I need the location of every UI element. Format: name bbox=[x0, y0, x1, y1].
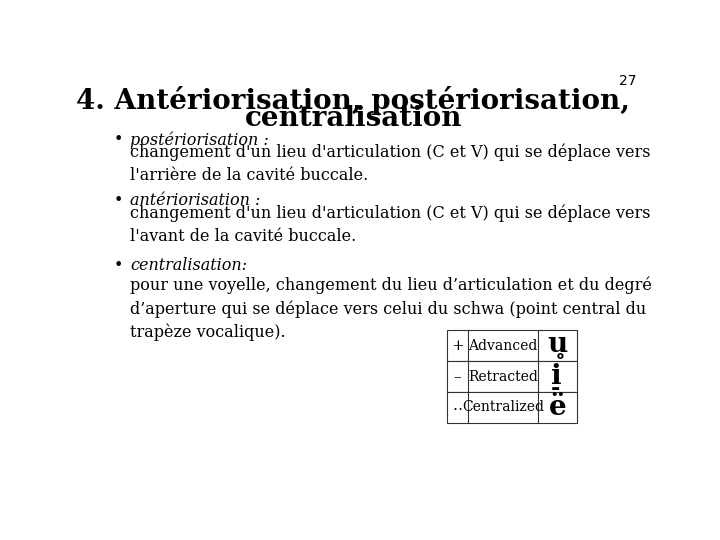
Text: 4. Antériorisation, postériorisation,: 4. Antériorisation, postériorisation, bbox=[76, 86, 631, 116]
Text: u̥: u̥ bbox=[547, 332, 567, 359]
Text: Advanced: Advanced bbox=[469, 339, 538, 353]
Bar bbox=[446, 392, 577, 423]
Text: Centralized: Centralized bbox=[462, 401, 544, 415]
Text: i̠: i̠ bbox=[552, 363, 562, 390]
Text: ë: ë bbox=[549, 394, 566, 421]
Text: postériorisation :: postériorisation : bbox=[130, 131, 269, 148]
Text: ‥: ‥ bbox=[452, 397, 462, 413]
Text: •: • bbox=[113, 257, 122, 274]
Text: pour une voyelle, changement du lieu d’articulation et du degré
d’aperture qui s: pour une voyelle, changement du lieu d’a… bbox=[130, 276, 652, 341]
Text: centralisation: centralisation bbox=[245, 105, 462, 132]
Text: •: • bbox=[113, 192, 122, 209]
Text: +: + bbox=[451, 339, 464, 353]
Text: Retracted: Retracted bbox=[468, 370, 538, 383]
Text: antériorisation :: antériorisation : bbox=[130, 192, 261, 209]
Text: –: – bbox=[454, 370, 462, 383]
Text: centralisation:: centralisation: bbox=[130, 257, 247, 274]
Text: 27: 27 bbox=[619, 74, 636, 88]
Text: changement d'un lieu d'articulation (C et V) qui se déplace vers
l'arrière de la: changement d'un lieu d'articulation (C e… bbox=[130, 143, 651, 184]
Bar bbox=[446, 361, 577, 392]
Text: •: • bbox=[113, 131, 122, 148]
Bar bbox=[446, 330, 577, 361]
Text: changement d'un lieu d'articulation (C et V) qui se déplace vers
l'avant de la c: changement d'un lieu d'articulation (C e… bbox=[130, 204, 651, 245]
